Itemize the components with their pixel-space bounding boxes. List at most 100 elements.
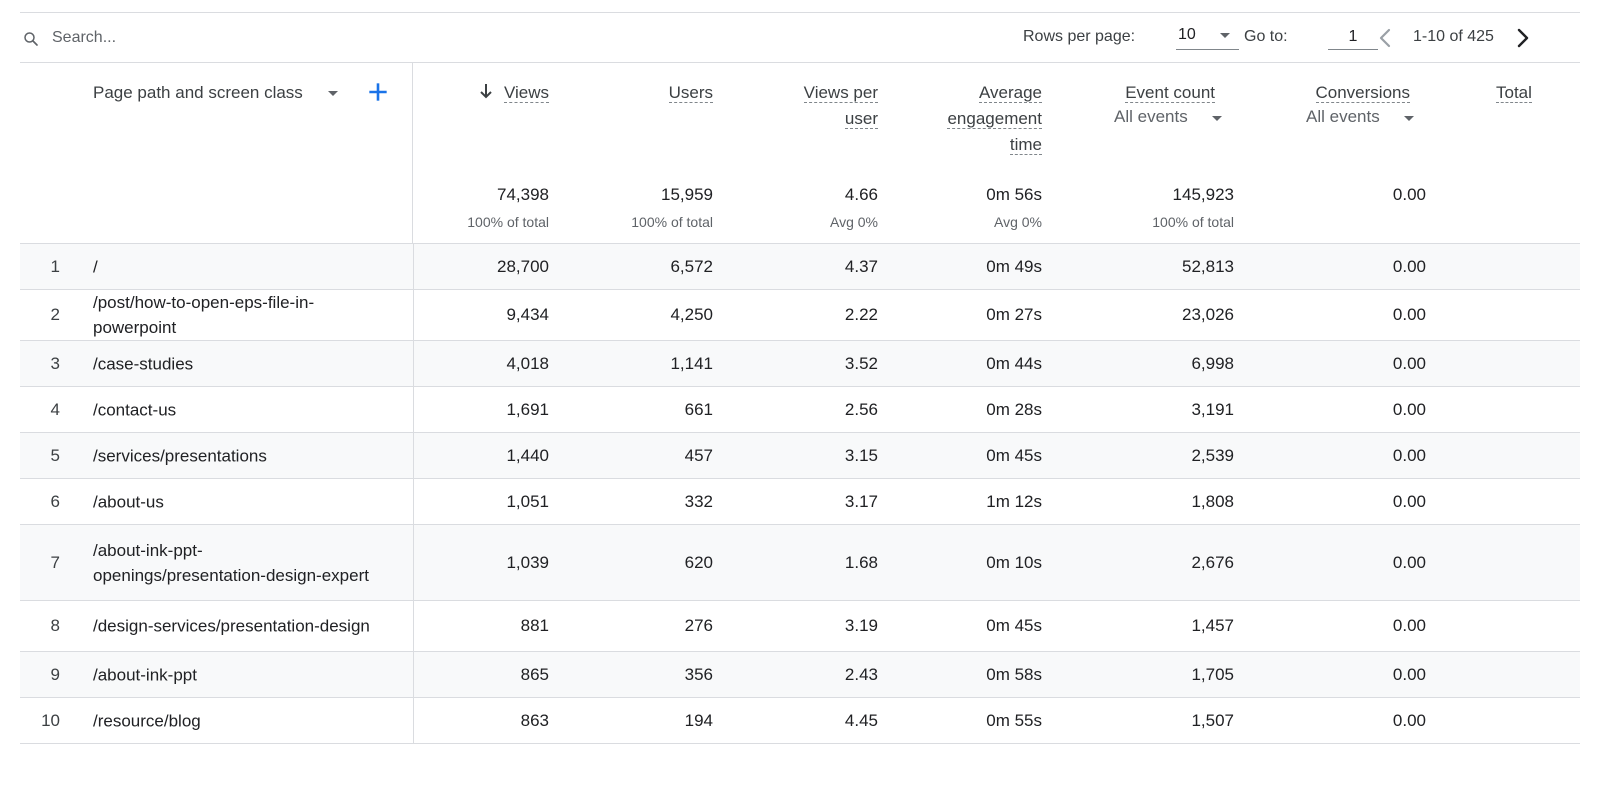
table-row[interactable]: 9 /about-ink-ppt 865 356 2.43 0m 58s 1,7…	[20, 652, 1580, 698]
page-path-link[interactable]: /case-studies	[93, 354, 194, 373]
avg-engagement-cell: 0m 45s	[986, 445, 1042, 465]
views-per-user-cell: 3.15	[844, 445, 878, 465]
chevron-left-icon[interactable]	[1374, 26, 1398, 50]
views-cell: 4,018	[506, 353, 549, 373]
row-number: 1	[50, 256, 60, 276]
avg-engagement-cell: 0m 49s	[986, 256, 1042, 276]
views-per-user-label-1: Views per	[803, 83, 878, 103]
page-path-link[interactable]: /design-services/presentation-design	[93, 616, 370, 636]
users-cell: 661	[684, 399, 713, 419]
event-count-cell: 1,457	[1191, 616, 1234, 635]
caret-down-icon	[1212, 116, 1222, 121]
event-count-cell: 52,813	[1182, 256, 1234, 276]
page-path-link[interactable]: /resource/blog	[93, 711, 201, 730]
avg-engagement-cell: 0m 45s	[986, 616, 1042, 635]
table-body: 1 / 28,700 6,572 4.37 0m 49s 52,813 0.00…	[20, 243, 1580, 744]
conversions-label: Conversions	[1315, 83, 1410, 103]
total-users-sub: 100% of total	[631, 214, 713, 230]
dimension-label: Page path and screen class	[93, 83, 303, 102]
conversions-cell: 0.00	[1392, 353, 1426, 373]
column-header-users[interactable]: Users	[668, 80, 713, 106]
rows-per-page-label: Rows per page:	[1023, 28, 1136, 45]
views-per-user-cell: 1.68	[844, 552, 878, 572]
row-number: 4	[50, 399, 60, 419]
avg-engagement-cell: 1m 12s	[986, 491, 1042, 511]
column-divider	[413, 652, 414, 697]
users-cell: 457	[684, 445, 713, 465]
table-row[interactable]: 7 /about-ink-ppt-openings/presentation-d…	[20, 525, 1580, 601]
event-count-cell: 1,808	[1191, 491, 1234, 511]
views-cell: 1,039	[506, 552, 549, 572]
conversions-cell: 0.00	[1392, 256, 1426, 276]
column-header-conversions[interactable]: Conversions	[1315, 80, 1410, 106]
users-cell: 1,141	[670, 353, 713, 373]
page-path-link[interactable]: /about-ink-ppt	[93, 665, 197, 684]
column-header-avg-engagement[interactable]: Average engagement time	[947, 80, 1042, 158]
event-count-cell: 2,676	[1191, 552, 1234, 572]
views-per-user-cell: 4.37	[844, 256, 878, 276]
avg-engagement-label-1: Average	[978, 83, 1042, 103]
rows-per-page-value: 10	[1178, 26, 1196, 43]
total-revenue-label: Total	[1496, 83, 1532, 103]
table-row[interactable]: 4 /contact-us 1,691 661 2.56 0m 28s 3,19…	[20, 387, 1580, 433]
table-row[interactable]: 2 /post/how-to-open-eps-file-in-powerpoi…	[20, 290, 1580, 341]
page-path-link[interactable]: /about-ink-ppt-openings/presentation-des…	[93, 540, 369, 585]
event-count-cell: 23,026	[1182, 305, 1234, 324]
table-row[interactable]: 6 /about-us 1,051 332 3.17 1m 12s 1,808 …	[20, 479, 1580, 525]
search-input[interactable]	[52, 26, 452, 50]
page-path-link[interactable]: /	[93, 257, 98, 276]
column-divider	[413, 479, 414, 524]
event-count-filter[interactable]: All events	[1114, 107, 1222, 127]
event-count-cell: 6,998	[1191, 353, 1234, 373]
users-cell: 194	[684, 710, 713, 730]
column-header-views[interactable]: Views	[503, 80, 549, 106]
pagination-range: 1-10 of 425	[1413, 28, 1494, 45]
users-cell: 356	[684, 664, 713, 684]
dimension-dropdown[interactable]	[324, 83, 342, 103]
table-row[interactable]: 3 /case-studies 4,018 1,141 3.52 0m 44s …	[20, 341, 1580, 387]
table-row[interactable]: 5 /services/presentations 1,440 457 3.15…	[20, 433, 1580, 479]
column-header-event-count[interactable]: Event count	[1125, 80, 1215, 106]
page-path-link[interactable]: /post/how-to-open-eps-file-in-powerpoint	[93, 293, 315, 337]
total-avg-engagement: 0m 56s	[986, 185, 1042, 204]
views-cell: 1,691	[506, 399, 549, 419]
avg-engagement-label-2: engagement	[947, 109, 1042, 129]
page-path-link[interactable]: /about-us	[93, 492, 164, 511]
table-row[interactable]: 10 /resource/blog 863 194 4.45 0m 55s 1,…	[20, 698, 1580, 744]
conversions-cell: 0.00	[1392, 664, 1426, 684]
conversions-filter[interactable]: All events	[1306, 107, 1414, 127]
page-path-link[interactable]: /contact-us	[93, 400, 177, 419]
users-cell: 4,250	[670, 305, 713, 324]
caret-down-icon	[1220, 33, 1230, 38]
column-header-views-per-user[interactable]: Views per user	[803, 80, 878, 132]
column-header-total[interactable]: Total	[1496, 80, 1532, 106]
event-count-cell: 3,191	[1191, 399, 1234, 419]
views-cell: 865	[520, 664, 549, 684]
column-divider	[413, 698, 414, 743]
views-cell: 863	[520, 710, 549, 730]
views-cell: 1,051	[506, 491, 549, 511]
views-per-user-cell: 2.56	[844, 399, 878, 419]
total-event-count: 145,923	[1172, 185, 1234, 204]
event-count-cell: 1,705	[1191, 664, 1234, 684]
column-divider	[413, 341, 414, 386]
top-divider	[20, 12, 1580, 13]
total-users: 15,959	[661, 185, 713, 204]
goto-page-input[interactable]	[1328, 24, 1378, 50]
conversions-cell: 0.00	[1392, 399, 1426, 419]
views-per-user-cell: 3.17	[844, 491, 878, 511]
views-per-user-label-2: user	[844, 109, 878, 129]
table-row[interactable]: 8 /design-services/presentation-design 8…	[20, 601, 1580, 652]
conversions-cell: 0.00	[1392, 491, 1426, 511]
users-header-label: Users	[668, 83, 713, 103]
chevron-right-icon[interactable]	[1510, 26, 1534, 50]
search-icon[interactable]	[22, 30, 40, 48]
arrow-down-icon[interactable]	[479, 82, 493, 100]
avg-engagement-cell: 0m 10s	[986, 552, 1042, 572]
plus-icon[interactable]	[365, 79, 391, 105]
table-row[interactable]: 1 / 28,700 6,572 4.37 0m 49s 52,813 0.00	[20, 244, 1580, 290]
avg-engagement-cell: 0m 55s	[986, 710, 1042, 730]
page-path-link[interactable]: /services/presentations	[93, 446, 267, 465]
rows-per-page-select[interactable]: 10	[1176, 24, 1239, 50]
users-cell: 6,572	[670, 256, 713, 276]
